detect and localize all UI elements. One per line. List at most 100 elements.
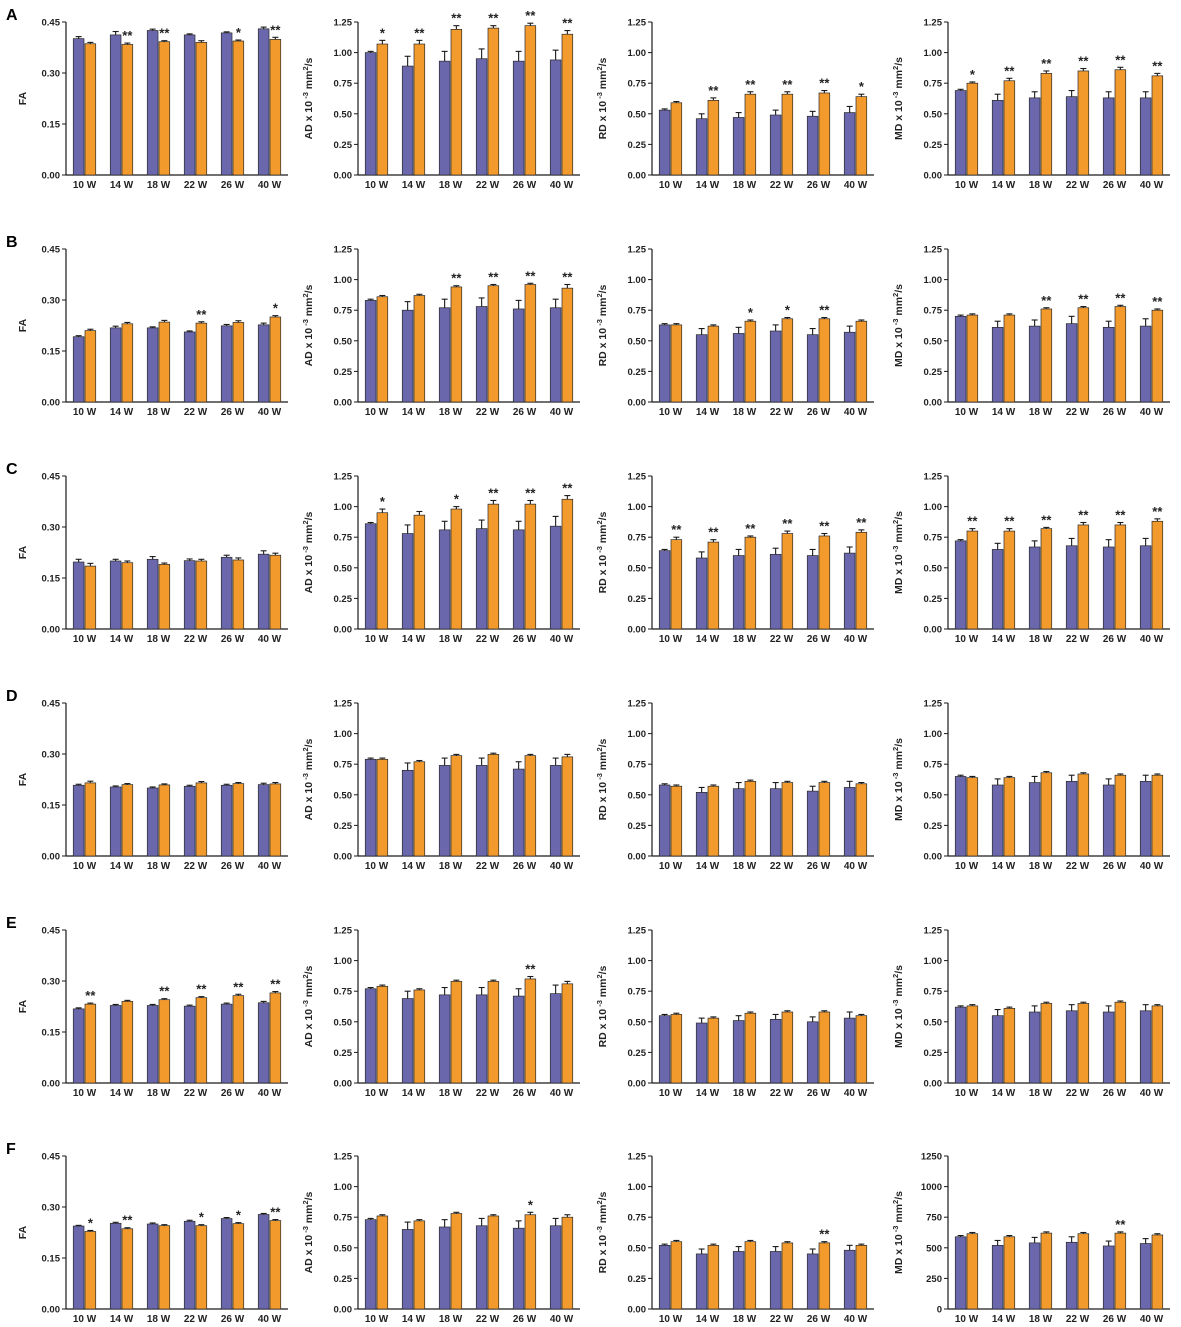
x-tick-label: 10 W <box>365 180 389 191</box>
significance-marker: ** <box>451 271 462 286</box>
x-tick-label: 22 W <box>770 407 794 418</box>
y-axis-label: AD x 10 -3 mm2/s <box>301 511 315 593</box>
y-tick-label: 0.75 <box>334 533 353 544</box>
bar-orange <box>744 320 757 403</box>
x-tick-label: 40 W <box>844 180 868 191</box>
bar-purple <box>954 1236 967 1310</box>
y-axis-label-part: RD x 10 <box>597 328 609 367</box>
bar-purple <box>401 309 414 403</box>
y-axis-label-part: 2 <box>891 293 900 297</box>
y-axis-label-part: AD x 10 <box>303 555 315 594</box>
x-tick-label: 22 W <box>476 180 500 191</box>
x-tick-label: 22 W <box>184 407 208 418</box>
x-tick-label: 40 W <box>550 1088 574 1099</box>
y-tick-label: 0.75 <box>628 306 647 317</box>
bar-orange <box>158 999 171 1084</box>
bar-orange <box>1040 1003 1053 1084</box>
y-axis-label-part: -3 <box>595 92 604 101</box>
x-tick-label: 22 W <box>184 1314 208 1325</box>
significance-marker: ** <box>196 982 207 997</box>
x-tick-label: 14 W <box>402 634 426 645</box>
bar-purple <box>364 1219 377 1310</box>
y-tick-label: 1250 <box>921 1152 942 1163</box>
y-axis-label-part: -3 <box>891 546 900 555</box>
y-tick-label: 0.30 <box>42 523 61 534</box>
bar-purple <box>806 115 819 176</box>
y-axis-label-part: 2 <box>301 293 310 297</box>
bar-purple <box>1102 784 1115 857</box>
significance-marker: * <box>199 1210 205 1225</box>
y-axis-label-part: -3 <box>301 1000 310 1009</box>
significance-marker: ** <box>1078 292 1089 307</box>
y-axis-label-part: RD x 10 <box>597 101 609 140</box>
bar-orange <box>84 1231 97 1310</box>
x-tick-label: 26 W <box>221 634 245 645</box>
x-tick-label: 40 W <box>550 861 574 872</box>
y-tick-label: 1.25 <box>628 18 647 29</box>
significance-marker: ** <box>233 979 244 994</box>
y-tick-label: 0.00 <box>628 852 647 863</box>
bar-purple <box>475 528 488 630</box>
bar-purple <box>146 558 159 630</box>
x-tick-label: 14 W <box>696 180 720 191</box>
y-axis-label-part: 2 <box>891 974 900 978</box>
significance-marker: * <box>236 25 242 40</box>
x-tick-label: 18 W <box>439 861 463 872</box>
bar-purple <box>72 561 85 630</box>
y-tick-label: 0.25 <box>334 367 353 378</box>
y-tick-label: 750 <box>926 1213 942 1224</box>
y-tick-label: 0.75 <box>334 1213 353 1224</box>
y-axis-label-part: MD x 10 <box>893 100 905 140</box>
significance-marker: ** <box>562 16 573 31</box>
significance-marker: ** <box>414 25 425 40</box>
y-axis-label-part: mm <box>303 71 315 93</box>
bar-orange <box>84 782 97 857</box>
y-tick-label: 0.25 <box>334 821 353 832</box>
y-axis-label-part: mm <box>303 298 315 320</box>
bar-purple <box>769 788 782 857</box>
y-axis-label-part: /s <box>597 511 609 520</box>
x-tick-label: 14 W <box>696 1088 720 1099</box>
y-axis-label-part: 2 <box>301 747 310 751</box>
bar-purple <box>806 1253 819 1310</box>
significance-marker: ** <box>1115 1217 1126 1232</box>
bar-orange <box>1040 528 1053 630</box>
x-tick-label: 18 W <box>733 180 757 191</box>
x-tick-label: 26 W <box>807 861 831 872</box>
y-axis-label-part: MD x 10 <box>893 327 905 367</box>
y-axis-label-part: 2 <box>891 66 900 70</box>
x-tick-label: 14 W <box>992 1088 1016 1099</box>
x-tick-label: 14 W <box>696 1314 720 1325</box>
significance-marker: ** <box>270 1205 281 1220</box>
x-tick-label: 40 W <box>1140 1088 1164 1099</box>
bar-orange <box>1151 1234 1164 1310</box>
bar-purple <box>1139 1010 1152 1084</box>
panel-label: E <box>6 915 17 932</box>
x-tick-label: 40 W <box>1140 1314 1164 1325</box>
y-tick-label: 0.75 <box>334 306 353 317</box>
significance-marker: ** <box>819 303 830 318</box>
bar-purple <box>1139 325 1152 403</box>
x-tick-label: 26 W <box>513 634 537 645</box>
y-tick-label: 250 <box>926 1274 942 1285</box>
y-tick-label: 0.50 <box>334 336 353 347</box>
bar-orange <box>269 316 282 403</box>
bar-orange <box>1114 524 1127 630</box>
bar-orange <box>413 761 426 857</box>
bar-purple <box>475 1225 488 1310</box>
y-tick-label: 0.50 <box>628 790 647 801</box>
bar-purple <box>72 336 85 403</box>
y-tick-label: 0.75 <box>334 760 353 771</box>
significance-marker: ** <box>85 988 96 1003</box>
y-tick-label: 1.00 <box>334 729 353 740</box>
y-tick-label: 0.75 <box>924 533 943 544</box>
y-axis-label-part: 2 <box>595 1200 604 1204</box>
bar-purple <box>991 1015 1004 1084</box>
bar-orange <box>487 754 500 857</box>
y-tick-label: 0.30 <box>42 296 61 307</box>
bar-orange <box>1077 524 1090 630</box>
x-tick-label: 18 W <box>1029 180 1053 191</box>
bar-purple <box>549 525 562 630</box>
y-axis-label: AD x 10 -3 mm2/s <box>301 738 315 820</box>
y-tick-label: 0.00 <box>334 398 353 409</box>
